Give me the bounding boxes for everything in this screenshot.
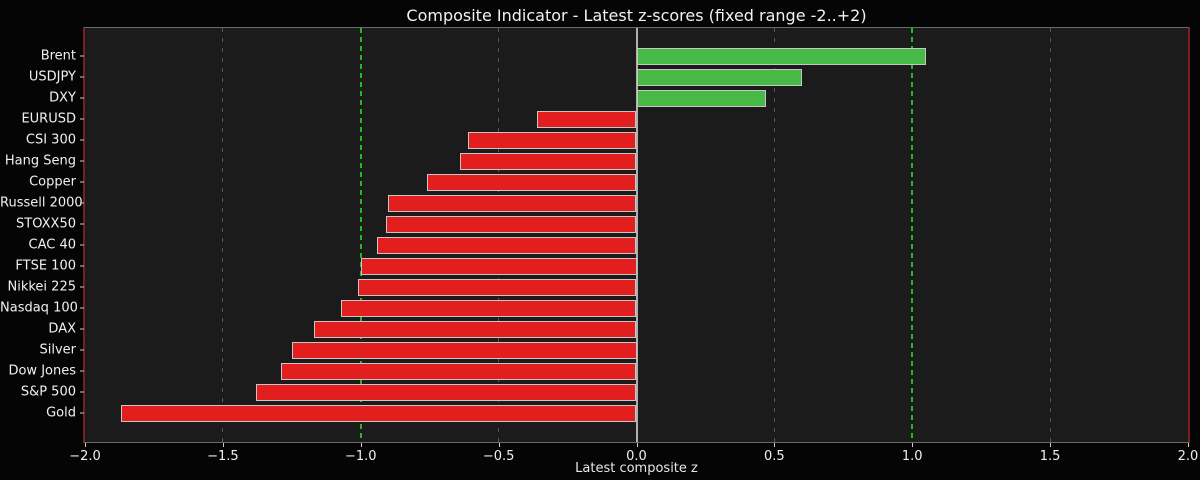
x-tick-label: 2.0 [1177, 449, 1199, 464]
y-tick-mark [80, 328, 84, 330]
y-tick-label: Copper [29, 174, 76, 190]
x-tick-mark [912, 443, 914, 447]
y-tick-mark [80, 76, 84, 78]
y-tick-label: Brent [40, 48, 76, 64]
plot-area [83, 27, 1190, 443]
bar [341, 299, 637, 317]
x-tick-label: −1.5 [207, 449, 239, 464]
y-tick-label: S&P 500 [20, 384, 76, 400]
y-tick-mark [80, 97, 84, 99]
y-tick-label: Russell 2000 [0, 195, 83, 211]
bar [357, 278, 637, 296]
y-tick-label: CSI 300 [25, 132, 76, 148]
bar [636, 68, 802, 86]
x-tick-label: 0.0 [626, 449, 647, 464]
x-axis-label: Latest composite z [575, 461, 698, 476]
gridline [1049, 28, 1051, 442]
bar [291, 341, 637, 359]
bar [460, 152, 637, 170]
reference-line [359, 28, 362, 442]
x-tick-mark [85, 443, 86, 447]
x-tick-mark [360, 443, 362, 447]
x-tick-label: −0.5 [482, 449, 515, 464]
x-tick-label: 1.5 [1039, 449, 1061, 464]
y-tick-label: USDJPY [28, 69, 76, 85]
y-tick-mark [80, 349, 84, 351]
y-tick-label: FTSE 100 [15, 258, 76, 274]
bar [385, 215, 637, 233]
x-tick-mark [774, 443, 776, 447]
bar [377, 236, 637, 254]
x-tick-label: 0.5 [764, 449, 785, 464]
y-tick-mark [80, 118, 84, 120]
x-tick-mark [222, 443, 224, 447]
bar [360, 257, 637, 275]
gridline [498, 28, 500, 442]
y-tick-label: EURUSD [21, 111, 76, 127]
y-tick-label: DAX [48, 321, 76, 337]
bar [313, 320, 637, 338]
y-tick-label: CAC 40 [28, 237, 77, 253]
y-tick-mark [80, 181, 84, 183]
y-tick-label: Hang Seng [4, 153, 76, 169]
y-tick-label: Dow Jones [8, 363, 76, 379]
bar [537, 110, 637, 128]
bar [468, 131, 637, 149]
chart-title: Composite Indicator - Latest z-scores (f… [406, 6, 867, 25]
y-tick-label: Nikkei 225 [7, 279, 77, 295]
y-tick-mark [80, 391, 84, 393]
y-tick-mark [80, 139, 84, 141]
y-tick-mark [80, 370, 84, 372]
bar [426, 173, 637, 191]
y-tick-mark [80, 412, 84, 414]
y-tick-label: Nasdaq 100 [0, 300, 78, 316]
y-tick-mark [80, 223, 84, 225]
bar [280, 362, 637, 380]
bar [636, 89, 767, 107]
bar [388, 194, 637, 212]
x-tick-mark [636, 443, 638, 447]
reference-line [911, 28, 914, 442]
y-tick-label: Gold [46, 405, 76, 421]
y-tick-mark [80, 55, 84, 57]
y-tick-mark [80, 286, 84, 288]
x-tick-label: −1.0 [344, 449, 377, 464]
y-tick-mark [80, 244, 84, 246]
x-tick-label: 1.0 [901, 449, 923, 464]
y-tick-mark [80, 307, 84, 309]
zero-line [635, 28, 638, 442]
gridline [773, 28, 775, 442]
y-tick-mark [80, 160, 84, 162]
y-tick-mark [80, 202, 84, 204]
x-tick-mark [1188, 443, 1189, 447]
bar [120, 404, 637, 422]
gridline [222, 28, 224, 442]
x-tick-mark [1050, 443, 1052, 447]
y-tick-label: STOXX50 [16, 216, 76, 232]
x-tick-mark [498, 443, 500, 447]
bar [255, 383, 637, 401]
y-tick-label: DXY [49, 90, 76, 106]
y-tick-mark [80, 265, 84, 267]
x-tick-label: −2.0 [69, 449, 101, 464]
bar [636, 47, 927, 65]
y-tick-label: Silver [39, 342, 76, 358]
